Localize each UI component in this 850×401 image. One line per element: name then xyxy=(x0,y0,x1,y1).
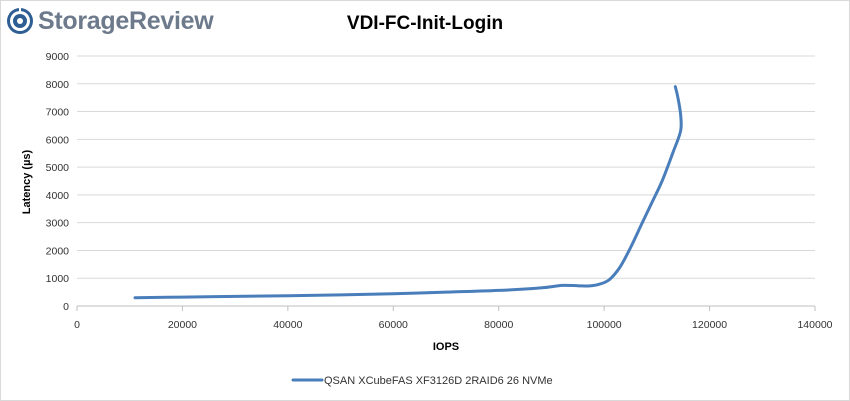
chart-title: VDI-FC-Init-Login xyxy=(346,13,504,34)
y-axis-ticks: 0 1000 2000 3000 4000 5000 6000 7000 8000 9000 xyxy=(46,51,70,313)
y-tick-label: 0 xyxy=(63,301,69,313)
x-tick-label: 140000 xyxy=(797,319,832,331)
y-tick-label: 3000 xyxy=(46,218,70,230)
y-tick-label: 4000 xyxy=(46,190,70,202)
y-tick-label: 5000 xyxy=(46,162,70,174)
storagereview-logo-icon xyxy=(7,7,33,34)
x-tick-label: 120000 xyxy=(692,319,727,331)
y-tick-label: 8000 xyxy=(46,79,70,91)
series-line xyxy=(133,85,683,300)
x-axis-ticks: 0 20000 40000 60000 80000 100000 120000 140000 xyxy=(74,306,833,331)
x-tick-label: 0 xyxy=(74,319,80,331)
y-tick-label: 7000 xyxy=(46,107,70,119)
y-tick-label: 2000 xyxy=(46,245,70,257)
x-tick-label: 100000 xyxy=(587,319,622,331)
y-tick-label: 9000 xyxy=(46,51,70,63)
y-tick-label: 1000 xyxy=(46,273,70,285)
y-tick-label: 6000 xyxy=(46,134,70,146)
logo-text: StorageReview xyxy=(38,6,214,35)
x-tick-label: 40000 xyxy=(273,319,302,331)
x-axis-title: IOPS xyxy=(433,341,459,353)
legend: QSAN XCubeFAS XF3126D 2RAID6 26 NVMe xyxy=(291,375,553,387)
gridlines xyxy=(77,55,815,279)
series-lines xyxy=(133,85,683,300)
storagereview-logo: StorageReview xyxy=(6,4,214,38)
legend-label: QSAN XCubeFAS XF3126D 2RAID6 26 NVMe xyxy=(324,375,553,387)
y-axis-title: Latency (µs) xyxy=(21,149,33,214)
x-tick-label: 60000 xyxy=(379,319,408,331)
x-tick-label: 80000 xyxy=(484,319,513,331)
x-tick-label: 20000 xyxy=(168,319,197,331)
